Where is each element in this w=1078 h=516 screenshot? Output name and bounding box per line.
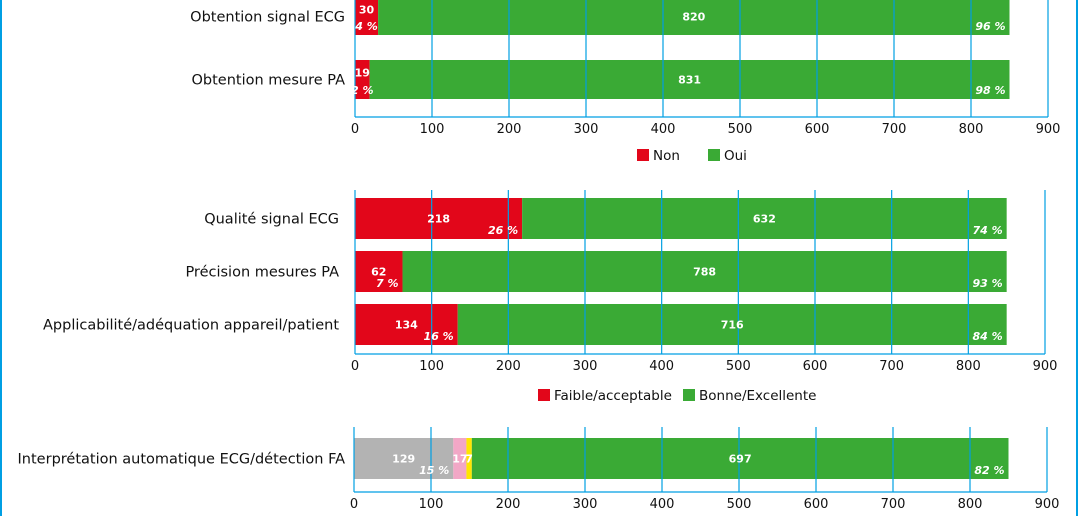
value-label: 17 — [452, 453, 467, 466]
x-tick-label: 500 — [728, 122, 753, 137]
x-tick-label: 200 — [497, 122, 522, 137]
x-tick-label: 500 — [726, 359, 751, 374]
percent-label: 7 % — [376, 277, 399, 290]
x-tick-label: 600 — [804, 497, 829, 512]
x-tick-label: 700 — [881, 497, 906, 512]
percent-label: 96 % — [975, 20, 1005, 33]
x-tick-label: 200 — [496, 497, 521, 512]
left-frame-line — [0, 0, 2, 516]
x-tick-label: 0 — [351, 359, 359, 374]
x-tick-label: 300 — [574, 122, 599, 137]
percent-label: 82 % — [974, 464, 1004, 477]
bar-segment — [522, 198, 1007, 239]
bar-segment — [355, 251, 403, 292]
legend-swatch — [637, 149, 649, 161]
x-tick-label: 600 — [805, 122, 830, 137]
x-tick-label: 600 — [803, 359, 828, 374]
x-tick-label: 900 — [1036, 122, 1061, 137]
value-label: 30 — [359, 4, 375, 17]
category-label: Obtention signal ECG — [190, 10, 345, 26]
x-tick-label: 800 — [958, 497, 983, 512]
legend-label: Faible/acceptable — [554, 388, 672, 404]
x-tick-label: 100 — [419, 497, 444, 512]
value-label: 820 — [682, 11, 705, 24]
x-tick-label: 800 — [956, 359, 981, 374]
x-tick-label: 100 — [419, 359, 444, 374]
category-label: Précision mesures PA — [185, 265, 339, 281]
x-tick-label: 500 — [727, 497, 752, 512]
percent-label: 16 % — [424, 330, 454, 343]
percent-label: 98 % — [975, 84, 1005, 97]
legend-label: Bonne/Excellente — [699, 388, 816, 404]
legend-swatch — [538, 389, 550, 401]
x-tick-label: 300 — [573, 497, 598, 512]
bar-segment — [471, 438, 1009, 479]
legend-label: Oui — [724, 148, 747, 164]
x-tick-label: 700 — [879, 359, 904, 374]
x-tick-label: 300 — [573, 359, 598, 374]
bar-segment — [453, 438, 467, 479]
bar-segment — [355, 304, 458, 345]
x-tick-label: 400 — [651, 122, 676, 137]
bar-segment — [354, 438, 454, 479]
right-frame-line — [1076, 0, 1078, 516]
category-label: Applicabilité/adéquation appareil/patien… — [43, 318, 339, 334]
value-label: 134 — [395, 319, 418, 332]
x-tick-label: 900 — [1035, 497, 1060, 512]
value-label: 19 — [355, 66, 370, 79]
value-label: 831 — [678, 74, 701, 87]
bar-segment — [402, 251, 1007, 292]
x-tick-label: 400 — [649, 359, 674, 374]
value-label: 7 — [465, 453, 473, 466]
bar-segment — [355, 60, 370, 99]
percent-label: 26 % — [488, 224, 518, 237]
x-tick-label: 800 — [959, 122, 984, 137]
bar-segment — [457, 304, 1007, 345]
value-label: 632 — [753, 213, 776, 226]
x-tick-label: 400 — [650, 497, 675, 512]
percent-label: 93 % — [972, 277, 1002, 290]
bar-segment — [355, 0, 379, 35]
bar-segment — [355, 198, 523, 239]
x-tick-label: 700 — [882, 122, 907, 137]
legend-label: Non — [653, 148, 680, 164]
legend-swatch — [708, 149, 720, 161]
value-label: 716 — [721, 319, 744, 332]
category-label: Qualité signal ECG — [204, 212, 339, 228]
category-label: Interprétation automatique ECG/détection… — [18, 452, 346, 468]
bar-segment — [369, 60, 1010, 99]
x-tick-label: 900 — [1033, 359, 1058, 374]
percent-label: 84 % — [972, 330, 1002, 343]
percent-label: 74 % — [972, 224, 1002, 237]
bar-segment — [378, 0, 1010, 35]
percent-label: 15 % — [419, 464, 449, 477]
percent-label: 4 % — [354, 20, 378, 33]
x-tick-label: 100 — [420, 122, 445, 137]
value-label: 218 — [427, 213, 450, 226]
x-tick-label: 200 — [496, 359, 521, 374]
value-label: 129 — [392, 453, 415, 466]
value-label: 697 — [729, 453, 752, 466]
percent-label: 2 % — [351, 84, 374, 97]
category-label: Obtention mesure PA — [192, 73, 346, 89]
value-label: 788 — [693, 266, 716, 279]
x-tick-label: 0 — [350, 497, 358, 512]
value-label: 62 — [371, 266, 386, 279]
x-tick-label: 0 — [351, 122, 359, 137]
bar-segment — [466, 438, 472, 479]
legend-swatch — [683, 389, 695, 401]
